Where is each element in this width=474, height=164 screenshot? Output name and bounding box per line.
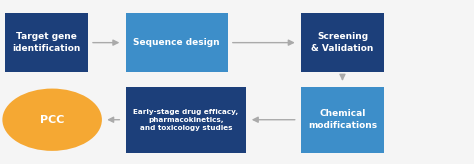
Text: Screening
& Validation: Screening & Validation <box>311 32 374 53</box>
FancyBboxPatch shape <box>126 13 228 72</box>
FancyBboxPatch shape <box>126 87 246 153</box>
FancyBboxPatch shape <box>5 13 88 72</box>
Text: Sequence design: Sequence design <box>133 38 220 47</box>
Ellipse shape <box>2 89 102 151</box>
Text: Target gene
identification: Target gene identification <box>12 32 81 53</box>
Text: PCC: PCC <box>40 115 64 125</box>
FancyBboxPatch shape <box>301 87 384 153</box>
Text: Early-stage drug efficacy,
pharmacokinetics,
and toxicology studies: Early-stage drug efficacy, pharmacokinet… <box>134 109 238 131</box>
FancyBboxPatch shape <box>301 13 384 72</box>
Text: Chemical
modifications: Chemical modifications <box>308 109 377 130</box>
